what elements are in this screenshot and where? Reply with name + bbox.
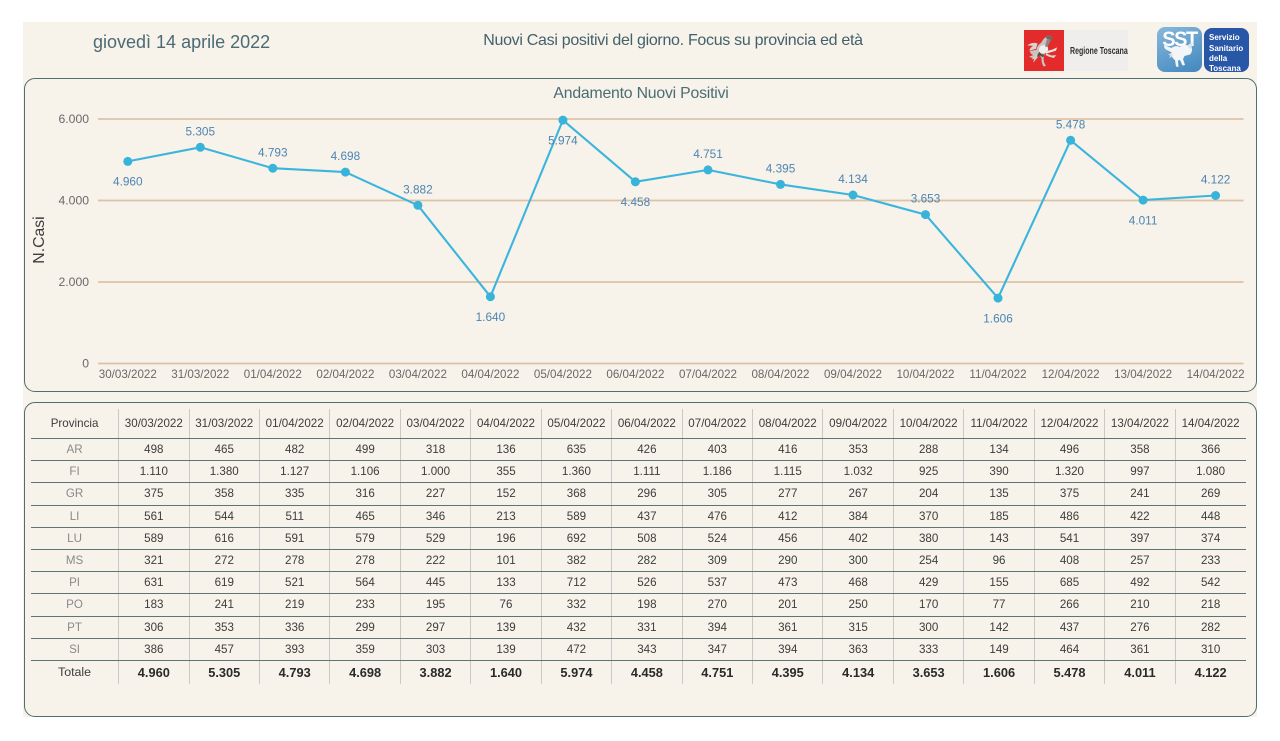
svg-text:5.974: 5.974 [548, 133, 578, 147]
svg-text:3.882: 3.882 [403, 182, 433, 196]
svg-text:10/04/2022: 10/04/2022 [896, 368, 954, 381]
svg-text:6.000: 6.000 [59, 112, 90, 126]
svg-text:4.458: 4.458 [621, 195, 651, 209]
svg-text:0: 0 [82, 357, 89, 371]
svg-text:13/04/2022: 13/04/2022 [1114, 368, 1172, 381]
svg-text:07/04/2022: 07/04/2022 [679, 368, 737, 381]
svg-text:14/04/2022: 14/04/2022 [1187, 368, 1245, 381]
svg-text:1.640: 1.640 [476, 310, 506, 324]
svg-text:4.751: 4.751 [693, 147, 723, 161]
svg-text:4.122: 4.122 [1201, 173, 1231, 187]
svg-text:09/04/2022: 09/04/2022 [824, 368, 882, 381]
svg-text:30/03/2022: 30/03/2022 [99, 368, 157, 381]
svg-text:12/04/2022: 12/04/2022 [1042, 368, 1100, 381]
svg-text:4.134: 4.134 [838, 172, 868, 186]
svg-text:4.000: 4.000 [59, 194, 90, 208]
svg-text:4.395: 4.395 [766, 162, 796, 176]
svg-text:2.000: 2.000 [59, 275, 90, 289]
svg-text:05/04/2022: 05/04/2022 [534, 368, 592, 381]
svg-text:02/04/2022: 02/04/2022 [316, 368, 374, 381]
svg-text:5.478: 5.478 [1056, 117, 1086, 131]
svg-text:01/04/2022: 01/04/2022 [244, 368, 302, 381]
svg-text:4.960: 4.960 [113, 175, 143, 189]
svg-text:4.011: 4.011 [1129, 213, 1158, 227]
svg-text:5.305: 5.305 [186, 124, 216, 138]
svg-text:03/04/2022: 03/04/2022 [389, 368, 447, 381]
svg-text:11/04/2022: 11/04/2022 [969, 368, 1026, 381]
svg-text:06/04/2022: 06/04/2022 [606, 368, 664, 381]
svg-text:08/04/2022: 08/04/2022 [751, 368, 809, 381]
svg-text:3.653: 3.653 [911, 192, 941, 206]
svg-text:1.606: 1.606 [983, 311, 1013, 325]
svg-text:31/03/2022: 31/03/2022 [171, 368, 229, 381]
svg-text:4.793: 4.793 [258, 145, 288, 159]
svg-text:04/04/2022: 04/04/2022 [461, 368, 519, 381]
svg-text:4.698: 4.698 [331, 149, 361, 163]
